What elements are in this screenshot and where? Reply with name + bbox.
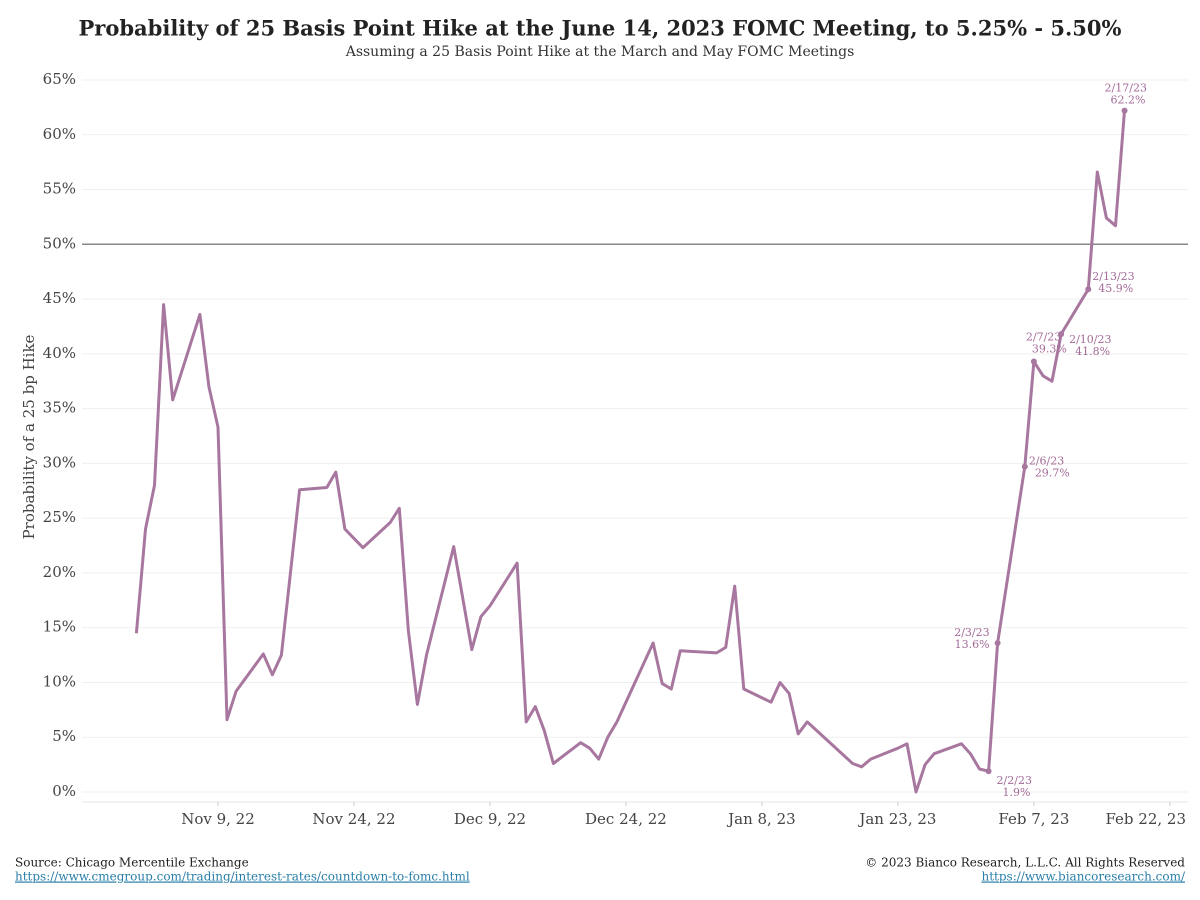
annotation-label: 1.9%	[1003, 786, 1031, 799]
annotation-point	[1121, 107, 1128, 114]
annotation-label: 13.6%	[955, 638, 990, 651]
x-tick-label: Nov 24, 22	[312, 810, 395, 828]
annotation-label: 39.3%	[1032, 343, 1067, 356]
y-tick-label: 30%	[43, 453, 76, 471]
annotation-point	[1030, 358, 1037, 365]
x-tick-label: Dec 9, 22	[454, 810, 526, 828]
copyright: © 2023 Bianco Research, L.L.C. All Right…	[865, 856, 1185, 870]
y-tick-label: 50%	[43, 234, 76, 252]
y-tick-label: 55%	[43, 180, 76, 198]
annotation-point	[1058, 331, 1065, 338]
y-tick-label: 65%	[43, 70, 76, 88]
line	[134, 110, 1126, 794]
annotation-point	[985, 768, 992, 775]
x-tick-label: Dec 24, 22	[585, 810, 667, 828]
annotation-point	[1085, 286, 1092, 293]
y-tick-label: 25%	[43, 508, 76, 526]
y-tick-label: 10%	[43, 672, 76, 690]
y-tick-label: 15%	[43, 618, 76, 636]
y-tick-label: 0%	[52, 782, 76, 800]
annotation-point	[994, 640, 1001, 647]
annotation-label: 2/10/23	[1069, 333, 1111, 346]
annotation-label: 45.9%	[1098, 282, 1133, 295]
chart-subtitle: Assuming a 25 Basis Point Hike at the Ma…	[345, 44, 855, 60]
source: Source: Chicago Mercentile Exchange	[15, 856, 249, 870]
x-tick-label: Feb 22, 23	[1105, 810, 1186, 828]
annotation-label: 2/17/23	[1105, 82, 1147, 95]
annotation-label: 62.2%	[1111, 94, 1146, 107]
x-tick-label: Jan 8, 23	[726, 810, 796, 828]
y-axis-label: Probability of a 25 bp Hike	[20, 334, 38, 539]
y-tick-label: 40%	[43, 344, 76, 362]
x-tick-label: Jan 23, 23	[857, 810, 936, 828]
x-tick-label: Nov 9, 22	[181, 810, 255, 828]
annotation-label: 2/6/23	[1029, 455, 1064, 468]
y-tick-label: 35%	[43, 399, 76, 417]
annotation-label: 29.7%	[1035, 467, 1070, 480]
x-tick-label: Feb 7, 23	[998, 810, 1069, 828]
chart-title: Probability of 25 Basis Point Hike at th…	[79, 16, 1122, 41]
annotation-point	[1021, 463, 1028, 470]
y-tick-label: 60%	[43, 125, 76, 143]
site-link[interactable]: https://www.biancoresearch.com/	[981, 870, 1185, 884]
annotation-label: 2/3/23	[954, 626, 989, 639]
annotation-label: 2/13/23	[1092, 270, 1134, 283]
y-tick-label: 20%	[43, 563, 76, 581]
y-tick-label: 45%	[43, 289, 76, 307]
annotation-label: 2/2/23	[997, 774, 1032, 787]
y-tick-label: 5%	[52, 727, 76, 745]
annotation-label: 2/7/23	[1026, 331, 1061, 344]
source-link[interactable]: https://www.cmegroup.com/trading/interes…	[15, 870, 470, 884]
annotation-label: 41.8%	[1075, 345, 1110, 358]
